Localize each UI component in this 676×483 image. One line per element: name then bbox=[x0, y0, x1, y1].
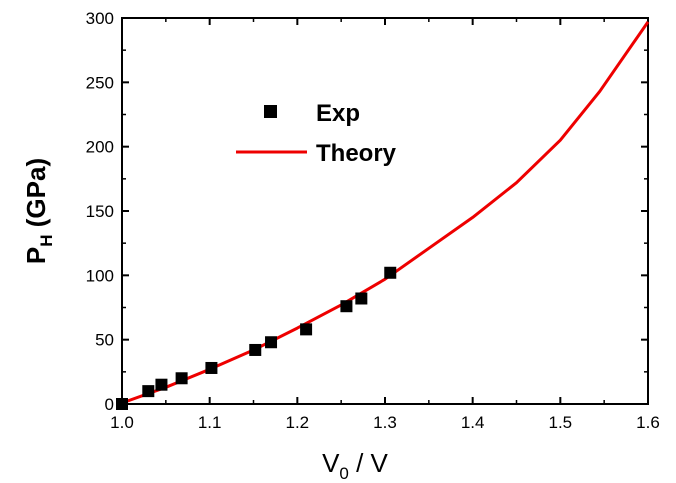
x-tick-label: 1.2 bbox=[286, 413, 310, 432]
exp-point bbox=[300, 323, 313, 336]
theory-line bbox=[125, 21, 650, 403]
y-axis-title: PH (GPa) bbox=[21, 158, 56, 264]
x-tick-label: 1.5 bbox=[549, 413, 573, 432]
exp-point bbox=[142, 385, 155, 398]
legend: Exp Theory bbox=[236, 100, 397, 167]
exp-point bbox=[155, 378, 168, 391]
exp-point bbox=[265, 336, 278, 349]
plot-frame bbox=[121, 17, 649, 405]
y-tick-label: 0 bbox=[105, 395, 114, 414]
theory-layer bbox=[125, 21, 650, 403]
x-tick-label: 1.1 bbox=[198, 413, 222, 432]
x-tick-label: 1.4 bbox=[461, 413, 485, 432]
ticks: 1.0 1.1 1.2 1.3 1.4 1.5 1.6 0 50 100 150 200 250 300 bbox=[86, 9, 660, 432]
exp-point bbox=[175, 372, 188, 385]
exp-layer bbox=[116, 266, 397, 410]
y-tick-label: 250 bbox=[86, 73, 114, 92]
x-tick-label: 1.0 bbox=[110, 413, 134, 432]
x-tick-label: 1.6 bbox=[636, 413, 660, 432]
exp-point bbox=[249, 343, 262, 356]
exp-point bbox=[384, 266, 397, 279]
exp-point bbox=[205, 361, 218, 374]
y-tick-label: 200 bbox=[86, 138, 114, 157]
exp-point bbox=[355, 292, 368, 305]
y-tick-label: 100 bbox=[86, 266, 114, 285]
exp-point bbox=[116, 398, 128, 410]
x-tick-label: 1.3 bbox=[373, 413, 397, 432]
legend-theory-label: Theory bbox=[316, 140, 397, 167]
y-tick-label: 50 bbox=[95, 331, 114, 350]
legend-exp-marker bbox=[264, 105, 277, 118]
y-tick-label: 150 bbox=[86, 202, 114, 221]
y-tick-label: 300 bbox=[86, 9, 114, 28]
legend-exp-label: Exp bbox=[316, 100, 360, 127]
exp-point bbox=[340, 300, 353, 313]
x-axis-title: V0 / V bbox=[322, 448, 388, 483]
